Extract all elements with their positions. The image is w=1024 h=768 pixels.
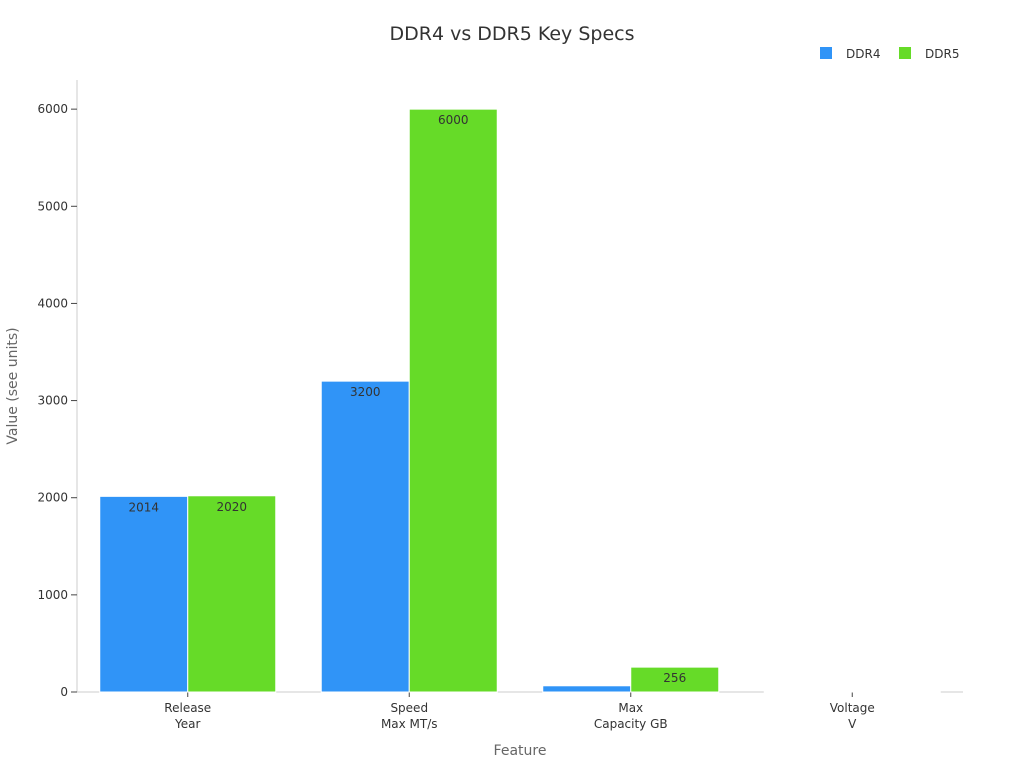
y-tick-label: 1000 [37, 588, 68, 602]
bar-ddr4 [542, 685, 632, 693]
y-tick-label: 0 [60, 685, 68, 699]
bar-ddr4 [320, 380, 410, 693]
bar-ddr5 [630, 666, 720, 693]
bar-ddr5 [187, 495, 277, 693]
legend-label-ddr4: DDR4 [846, 47, 880, 61]
x-tick-label: Max Capacity GB [594, 701, 668, 731]
data-label: 3200 [350, 385, 381, 399]
y-tick-label: 6000 [37, 102, 68, 116]
x-tick-label: Speed Max MT/s [381, 701, 438, 731]
data-label: 256 [663, 671, 686, 685]
bar-ddr4 [99, 495, 189, 693]
bar-ddr5 [408, 108, 498, 693]
y-axis-title: Value (see units) [5, 327, 21, 444]
bars [99, 108, 941, 693]
y-tick-label: 5000 [37, 199, 68, 213]
x-axis-title: Feature [494, 743, 547, 759]
data-label: 2014 [128, 500, 159, 514]
chart-title: DDR4 vs DDR5 Key Specs [389, 23, 634, 45]
data-labels: 2014 3200 2020 6000 256 [128, 113, 686, 685]
y-tick-label: 3000 [37, 394, 68, 408]
y-tick-label: 2000 [37, 491, 68, 505]
x-tick-label: Voltage V [830, 701, 875, 731]
legend: DDR4 DDR5 [820, 47, 959, 61]
x-tick-label: Release Year [164, 701, 211, 731]
data-label: 6000 [438, 113, 469, 127]
legend-label-ddr5: DDR5 [925, 47, 959, 61]
legend-swatch-ddr4 [820, 47, 832, 59]
data-label: 2020 [216, 500, 247, 514]
legend-swatch-ddr5 [899, 47, 911, 59]
axes: 0 1000 2000 3000 4000 5000 6000 Release Year Spee… [37, 80, 963, 731]
y-tick-label: 4000 [37, 296, 68, 310]
